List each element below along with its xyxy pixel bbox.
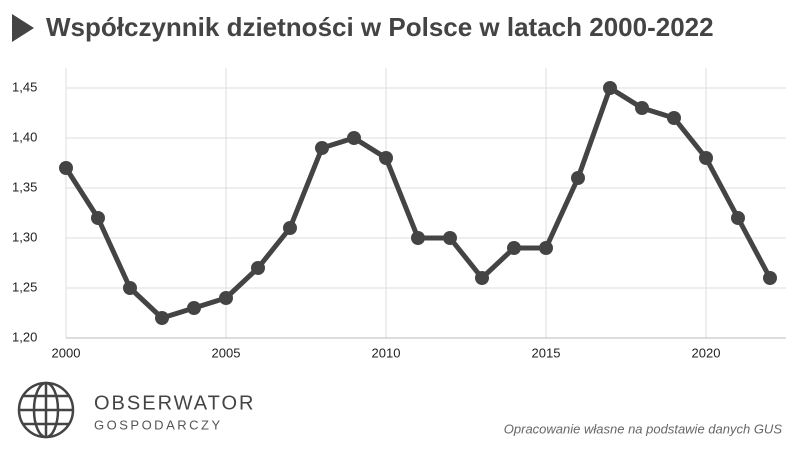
data-point	[507, 241, 521, 255]
data-point	[315, 141, 329, 155]
data-point	[635, 101, 649, 115]
data-point	[411, 231, 425, 245]
x-tick-label: 2005	[212, 345, 241, 360]
logo-icon	[17, 381, 75, 439]
x-tick-label: 2010	[372, 345, 401, 360]
data-point	[443, 231, 457, 245]
logo-subtitle: GOSPODARCZY	[94, 417, 223, 432]
data-point	[731, 211, 745, 225]
data-point	[603, 81, 617, 95]
data-point	[219, 291, 233, 305]
source-note: Opracowanie własne na podstawie danych G…	[504, 421, 783, 436]
data-point	[251, 261, 265, 275]
data-point	[571, 171, 585, 185]
x-tick-label: 2015	[532, 345, 561, 360]
y-tick-label: 1,30	[12, 229, 37, 244]
data-point	[155, 311, 169, 325]
data-point	[763, 271, 777, 285]
data-point	[347, 131, 361, 145]
x-tick-label: 2000	[52, 345, 81, 360]
x-tick-label: 2020	[692, 345, 721, 360]
y-tick-label: 1,35	[12, 179, 37, 194]
y-tick-label: 1,20	[12, 329, 37, 344]
logo-name: OBSERWATOR	[94, 392, 256, 414]
y-tick-label: 1,25	[12, 279, 37, 294]
chart-title: Współczynnik dzietności w Polsce w latac…	[46, 12, 714, 42]
data-point	[123, 281, 137, 295]
y-tick-label: 1,45	[12, 79, 37, 94]
data-point	[187, 301, 201, 315]
data-point	[699, 151, 713, 165]
data-point	[667, 111, 681, 125]
data-point	[475, 271, 489, 285]
data-point	[59, 161, 73, 175]
data-point	[91, 211, 105, 225]
y-tick-label: 1,40	[12, 129, 37, 144]
data-point	[379, 151, 393, 165]
data-point	[283, 221, 297, 235]
data-point	[539, 241, 553, 255]
title-marker	[12, 14, 34, 42]
